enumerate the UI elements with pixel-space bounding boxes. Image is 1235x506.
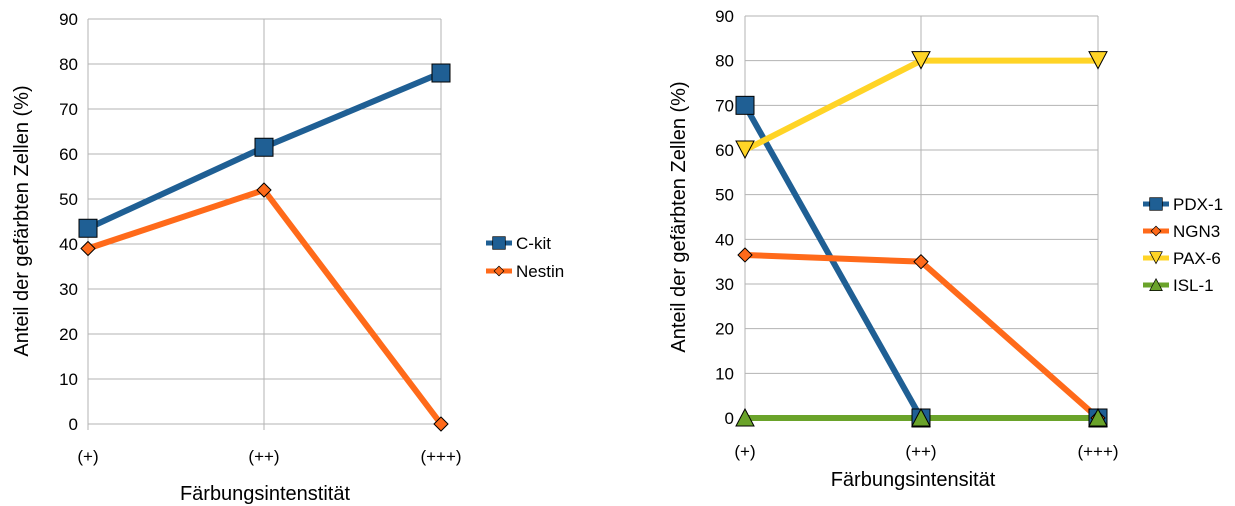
x-axis-label: Färbungsintenstität [180, 483, 351, 505]
y-tick-label: 40 [715, 230, 734, 249]
y-tick-label: 0 [725, 409, 734, 428]
data-point-nestin [433, 416, 449, 432]
y-tick-label: 60 [59, 145, 78, 164]
chart-left: 0 10 20 30 40 50 60 70 80 90 (+) (++) (+++) Färbungsi… [11, 10, 564, 505]
legend-label: PDX-1 [1173, 195, 1223, 214]
y-tick-label: 90 [715, 7, 734, 26]
data-point-nestin [256, 182, 272, 198]
legend-marker [1149, 197, 1163, 211]
x-tick-label: (+++) [1077, 442, 1118, 461]
y-tick-label: 10 [715, 364, 734, 383]
x-tick-label: (++) [905, 442, 936, 461]
y-tick-label: 50 [715, 186, 734, 205]
y-tick-label: 70 [59, 100, 78, 119]
gridlines [744, 15, 1099, 424]
y-tick-label: 10 [59, 370, 78, 389]
y-axis-label: Anteil der gefärbten Zellen (%) [668, 81, 690, 352]
chart-right: 0 10 20 30 40 50 60 70 80 90 (+) (++) (+++) Färbungsi… [668, 7, 1223, 491]
data-point-nestin [80, 240, 96, 257]
x-tick-label: (+) [734, 442, 755, 461]
data-point-pax-6 [1088, 51, 1108, 70]
y-tick-label: 60 [715, 141, 734, 160]
data-point-isl-1 [735, 407, 755, 427]
legend-label: ISL-1 [1173, 276, 1214, 295]
data-point-ngn3 [913, 253, 929, 270]
legend-label: C-kit [516, 234, 551, 253]
data-point-ngn3 [737, 247, 753, 263]
data-point-pax-6 [911, 51, 931, 70]
data-point-c-kit [254, 137, 274, 157]
y-tick-label: 30 [59, 280, 78, 299]
y-tick-label: 0 [69, 415, 78, 434]
x-tick-label: (++) [248, 447, 279, 466]
y-tick-label: 20 [59, 325, 78, 344]
x-tick-label: (+++) [420, 447, 461, 466]
legend-marker [1149, 251, 1163, 265]
y-tick-label: 20 [715, 320, 734, 339]
data-point-isl-1 [1088, 407, 1108, 427]
legend: PDX-1 NGN3 PAX-6 ISL-1 [1143, 195, 1223, 295]
y-tick-label: 50 [59, 190, 78, 209]
legend-marker [1149, 277, 1163, 291]
legend: C-kit Nestin [486, 234, 564, 281]
legend-marker [492, 236, 506, 250]
data-point-c-kit [78, 218, 98, 238]
y-tick-label: 80 [715, 52, 734, 71]
data-point-c-kit [431, 63, 451, 83]
y-tick-label: 70 [715, 96, 734, 115]
data-point-isl-1 [911, 407, 931, 427]
legend-marker [493, 265, 505, 277]
gridlines [87, 18, 442, 430]
legend-label: NGN3 [1173, 222, 1220, 241]
x-axis-label: Färbungsintensität [831, 469, 996, 491]
y-tick-label: 90 [59, 10, 78, 29]
y-axis-label: Anteil der gefärbten Zellen (%) [11, 85, 33, 356]
data-point-pdx-1 [735, 95, 755, 115]
y-tick-label: 80 [59, 55, 78, 74]
legend-marker [1150, 225, 1162, 237]
data-point-pax-6 [735, 140, 755, 160]
legend-label: PAX-6 [1173, 249, 1221, 268]
y-tick-label: 30 [715, 275, 734, 294]
x-tick-label: (+) [77, 447, 98, 466]
y-tick-label: 40 [59, 235, 78, 254]
legend-label: Nestin [516, 262, 564, 281]
